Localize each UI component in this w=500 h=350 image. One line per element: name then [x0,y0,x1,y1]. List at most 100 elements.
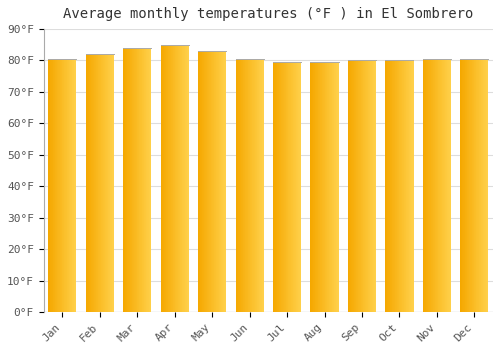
Bar [334,62,335,312]
Bar [181,45,182,312]
Bar [471,59,472,312]
Bar [287,62,288,312]
Bar [350,61,351,312]
Bar [210,51,211,312]
Bar [278,62,280,312]
Bar [485,59,486,312]
Bar [364,61,365,312]
Bar [479,59,480,312]
Bar [63,59,64,312]
Bar [440,59,441,312]
Bar [398,61,399,312]
Bar [68,59,70,312]
Bar [250,59,251,312]
Bar [310,62,311,312]
Bar [71,59,72,312]
Bar [218,51,219,312]
Bar [246,59,247,312]
Bar [239,59,240,312]
Bar [393,61,394,312]
Bar [58,59,59,312]
Bar [350,61,352,312]
Bar [124,48,126,312]
Bar [57,59,58,312]
Bar [387,61,388,312]
Bar [145,48,146,312]
Bar [328,62,329,312]
Bar [140,48,141,312]
Bar [199,51,200,312]
Bar [70,59,71,312]
Bar [412,61,413,312]
Bar [90,54,92,312]
Bar [238,59,239,312]
Bar [174,45,176,312]
Bar [401,61,402,312]
Bar [462,59,463,312]
Bar [442,59,443,312]
Bar [126,48,127,312]
Bar [290,62,292,312]
Bar [413,61,414,312]
Bar [100,54,102,312]
Bar [328,62,330,312]
Bar [323,62,324,312]
Bar [426,59,427,312]
Bar [61,59,62,312]
Bar [404,61,405,312]
Bar [390,61,391,312]
Bar [237,59,238,312]
Bar [179,45,180,312]
Bar [172,45,174,312]
Bar [128,48,129,312]
Bar [165,45,166,312]
Bar [127,48,128,312]
Bar [186,45,188,312]
Bar [472,59,473,312]
Bar [174,45,175,312]
Bar [101,54,102,312]
Bar [446,59,448,312]
Bar [138,48,140,312]
Bar [74,59,75,312]
Bar [251,59,252,312]
Bar [62,59,63,312]
Bar [354,61,355,312]
Bar [366,61,367,312]
Bar [430,59,432,312]
Bar [386,61,387,312]
Bar [355,61,356,312]
Bar [369,61,370,312]
Bar [312,62,314,312]
Bar [372,61,374,312]
Bar [204,51,205,312]
Bar [321,62,322,312]
Bar [51,59,52,312]
Bar [249,59,250,312]
Bar [359,61,360,312]
Bar [222,51,224,312]
Bar [87,54,88,312]
Bar [247,59,248,312]
Bar [486,59,487,312]
Bar [311,62,312,312]
Bar [282,62,283,312]
Bar [322,62,323,312]
Bar [109,54,110,312]
Bar [147,48,148,312]
Bar [396,61,398,312]
Bar [348,61,350,312]
Bar [370,61,371,312]
Bar [464,59,465,312]
Bar [332,62,333,312]
Bar [177,45,178,312]
Bar [169,45,170,312]
Bar [262,59,263,312]
Bar [286,62,287,312]
Bar [86,54,87,312]
Bar [275,62,276,312]
Bar [160,45,162,312]
Bar [200,51,201,312]
Bar [325,62,326,312]
Bar [123,48,124,312]
